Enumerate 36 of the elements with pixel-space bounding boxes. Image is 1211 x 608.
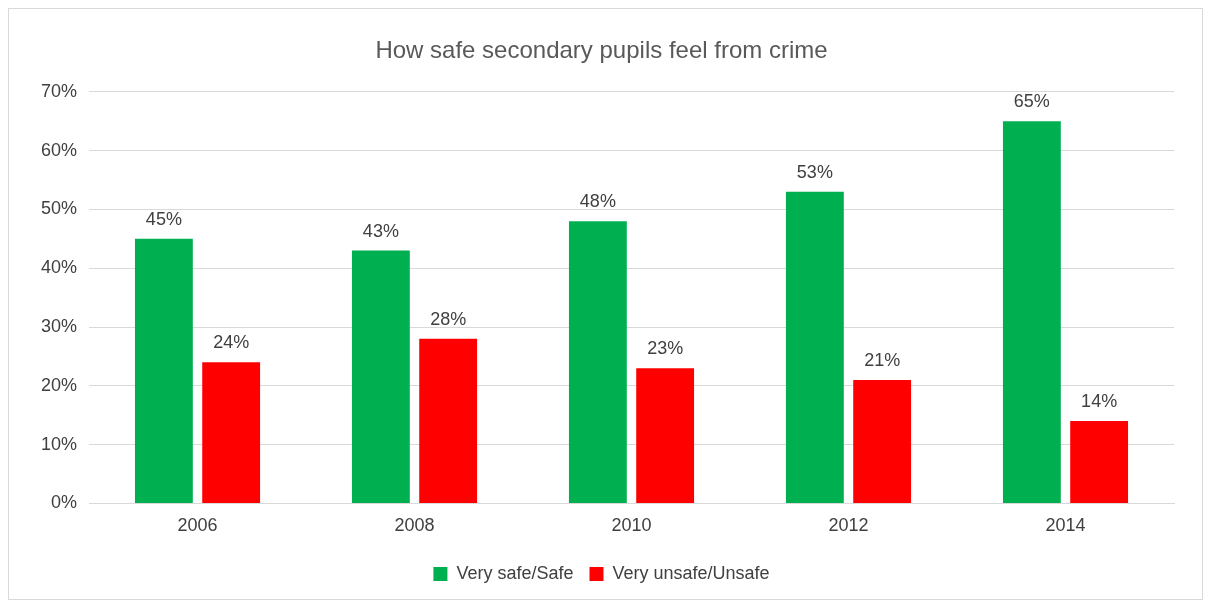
x-tick-label: 2014 <box>1045 515 1086 536</box>
data-label: 43% <box>362 220 399 241</box>
x-tick-label: 2008 <box>394 515 435 536</box>
data-label: 45% <box>145 208 182 229</box>
legend-label: Very unsafe/Unsafe <box>612 562 770 583</box>
bar <box>1002 121 1061 503</box>
data-label: 23% <box>647 338 684 359</box>
bar <box>1070 421 1129 503</box>
x-tick-label: 2006 <box>177 515 218 536</box>
bar <box>636 368 695 503</box>
y-tick-label: 60% <box>41 139 78 160</box>
y-tick-label: 0% <box>51 492 78 513</box>
legend-label: Very safe/Safe <box>456 562 574 583</box>
y-tick-label: 50% <box>41 198 78 219</box>
data-label: 21% <box>864 349 901 370</box>
y-tick-label: 70% <box>41 80 78 101</box>
bar <box>202 362 261 503</box>
bar <box>785 191 844 503</box>
bar <box>134 238 193 503</box>
y-tick-label: 30% <box>41 315 78 336</box>
chart-title: How safe secondary pupils feel from crime <box>375 36 828 64</box>
bar <box>568 221 627 503</box>
bar <box>853 379 912 503</box>
data-label: 14% <box>1081 391 1118 412</box>
data-label: 28% <box>430 308 467 329</box>
data-label: 24% <box>213 332 250 353</box>
data-label: 53% <box>796 161 833 182</box>
x-tick-label: 2010 <box>611 515 652 536</box>
data-label: 65% <box>1013 91 1050 112</box>
y-tick-label: 10% <box>41 433 78 454</box>
x-tick-label: 2012 <box>828 515 869 536</box>
y-tick-label: 40% <box>41 257 78 278</box>
y-tick-label: 20% <box>41 374 78 395</box>
data-label: 48% <box>579 191 616 212</box>
bar <box>351 250 410 503</box>
bar <box>419 338 478 503</box>
